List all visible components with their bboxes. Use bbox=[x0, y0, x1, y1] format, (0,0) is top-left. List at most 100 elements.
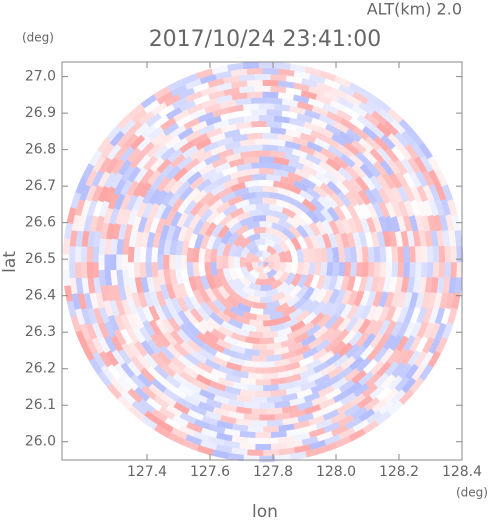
y-tick-label: 26.0 bbox=[25, 434, 56, 450]
plot-frame bbox=[61, 61, 463, 461]
field-cell bbox=[150, 246, 159, 263]
field-cell bbox=[139, 261, 147, 278]
field-cell bbox=[373, 261, 381, 278]
field-cell bbox=[262, 425, 280, 433]
field-cell bbox=[255, 314, 271, 322]
field-cell bbox=[262, 372, 279, 380]
field-cell bbox=[259, 337, 275, 345]
field-cell bbox=[251, 173, 268, 181]
field-cell bbox=[403, 246, 411, 263]
field-cell bbox=[251, 355, 268, 363]
field-cell bbox=[255, 202, 271, 210]
field-cell bbox=[414, 245, 423, 263]
field-cell bbox=[262, 132, 279, 140]
y-tick-label: 26.3 bbox=[25, 324, 56, 340]
field-cell bbox=[74, 245, 82, 263]
field-cell bbox=[258, 349, 275, 357]
field-cell bbox=[420, 261, 428, 279]
field-cell bbox=[133, 246, 141, 263]
x-axis-label: lon bbox=[252, 502, 278, 521]
field-cell bbox=[239, 256, 247, 268]
field-cell bbox=[379, 246, 387, 263]
field-cell bbox=[397, 246, 405, 263]
field-cell bbox=[139, 246, 147, 263]
field-cell bbox=[251, 396, 268, 404]
y-tick-label: 26.5 bbox=[25, 251, 56, 267]
field-cell bbox=[246, 425, 264, 433]
field-cell bbox=[255, 326, 271, 333]
field-cell bbox=[432, 261, 440, 279]
field-cell bbox=[254, 390, 272, 398]
x-tick-label: 127.4 bbox=[127, 464, 167, 480]
field-cell bbox=[259, 179, 275, 187]
field-cell bbox=[426, 245, 434, 263]
field-cell bbox=[252, 301, 267, 310]
field-cell bbox=[145, 246, 153, 263]
field-cell bbox=[379, 261, 387, 278]
field-cell bbox=[255, 367, 271, 375]
field-cell bbox=[247, 372, 264, 380]
field-cell bbox=[133, 261, 141, 278]
y-tick-label: 26.8 bbox=[25, 142, 56, 158]
field-cell bbox=[397, 261, 405, 278]
field-cell bbox=[246, 437, 264, 445]
field-cell bbox=[367, 246, 376, 263]
field-cell bbox=[250, 420, 268, 427]
field-cell bbox=[246, 91, 264, 99]
y-tick-label: 27.0 bbox=[25, 69, 56, 85]
field-cell bbox=[162, 254, 170, 270]
field-cell bbox=[242, 454, 260, 463]
field-cell bbox=[62, 269, 71, 287]
field-cell bbox=[262, 449, 280, 457]
field-cell bbox=[262, 384, 279, 392]
field-cell bbox=[246, 449, 264, 457]
y-unit: (deg) bbox=[22, 31, 54, 45]
field-cell bbox=[215, 254, 223, 270]
field-cell bbox=[258, 167, 275, 175]
field-cell bbox=[80, 261, 88, 279]
field-cell bbox=[391, 261, 399, 278]
field-cell bbox=[367, 261, 376, 278]
x-unit: (deg) bbox=[456, 486, 488, 500]
field-cell bbox=[252, 214, 267, 223]
field-cell bbox=[233, 255, 241, 269]
field-cell bbox=[68, 261, 76, 279]
y-tick-label: 26.9 bbox=[25, 105, 56, 121]
y-tick-label: 26.6 bbox=[25, 215, 56, 231]
x-tick-label: 127.8 bbox=[253, 464, 293, 480]
field-cell bbox=[262, 79, 280, 87]
field-cell bbox=[385, 261, 393, 278]
field-cell bbox=[92, 245, 100, 263]
x-tick-label: 128.4 bbox=[442, 464, 482, 480]
field-cell bbox=[444, 261, 452, 279]
field-cell bbox=[127, 261, 135, 278]
field-cell bbox=[258, 402, 276, 410]
field-cell bbox=[432, 245, 440, 263]
field-cell bbox=[385, 246, 393, 263]
x-tick-label: 127.6 bbox=[190, 464, 230, 480]
y-tick-label: 26.2 bbox=[25, 361, 56, 377]
field-cell bbox=[221, 254, 229, 270]
field-cell bbox=[254, 138, 272, 145]
x-tick-label: 128.2 bbox=[379, 464, 419, 480]
radar-field bbox=[62, 61, 464, 463]
field-cell bbox=[450, 261, 458, 279]
field-cell bbox=[255, 149, 271, 157]
field-cell bbox=[262, 437, 280, 445]
field-cell bbox=[262, 144, 279, 152]
field-cell bbox=[62, 253, 70, 271]
field-cell bbox=[103, 253, 111, 271]
field-cell bbox=[86, 261, 94, 279]
y-tick-label: 26.4 bbox=[25, 288, 56, 304]
field-cell bbox=[74, 261, 82, 279]
field-cell bbox=[121, 253, 129, 271]
field-cell bbox=[391, 246, 399, 263]
field-cell bbox=[373, 246, 381, 263]
field-cell bbox=[246, 67, 264, 75]
field-cell bbox=[251, 161, 268, 169]
field-cell bbox=[409, 245, 417, 263]
field-cell bbox=[403, 261, 411, 278]
field-cell bbox=[420, 245, 428, 263]
field-cell bbox=[254, 85, 272, 92]
field-cell bbox=[262, 67, 280, 75]
